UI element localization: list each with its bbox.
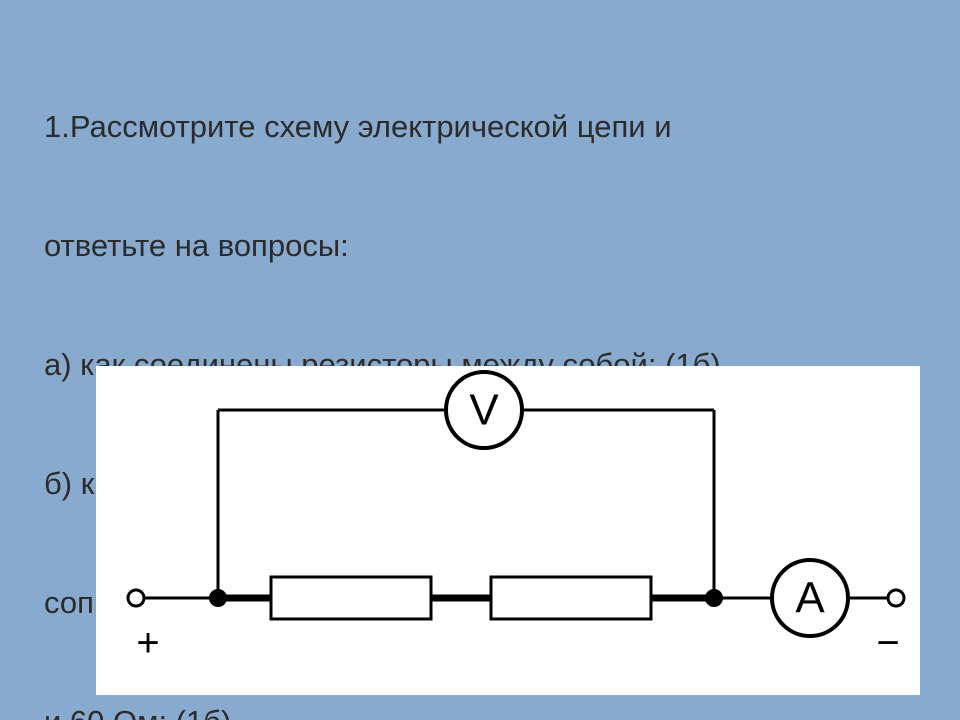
title-line-1: 1.Рассмотрите схему электрической цепи и [44, 107, 916, 147]
circuit-svg: V A + − [96, 366, 920, 695]
circuit-diagram: V A + − [96, 366, 920, 695]
title-line-2: ответьте на вопросы: [44, 226, 916, 266]
svg-text:A: A [795, 574, 825, 623]
svg-text:−: − [876, 621, 899, 665]
svg-text:V: V [469, 386, 499, 435]
slide-page: 1.Рассмотрите схему электрической цепи и… [0, 0, 960, 720]
item-b-line-3: и 60 Ом; (1б) [44, 702, 916, 720]
svg-text:+: + [136, 621, 159, 665]
